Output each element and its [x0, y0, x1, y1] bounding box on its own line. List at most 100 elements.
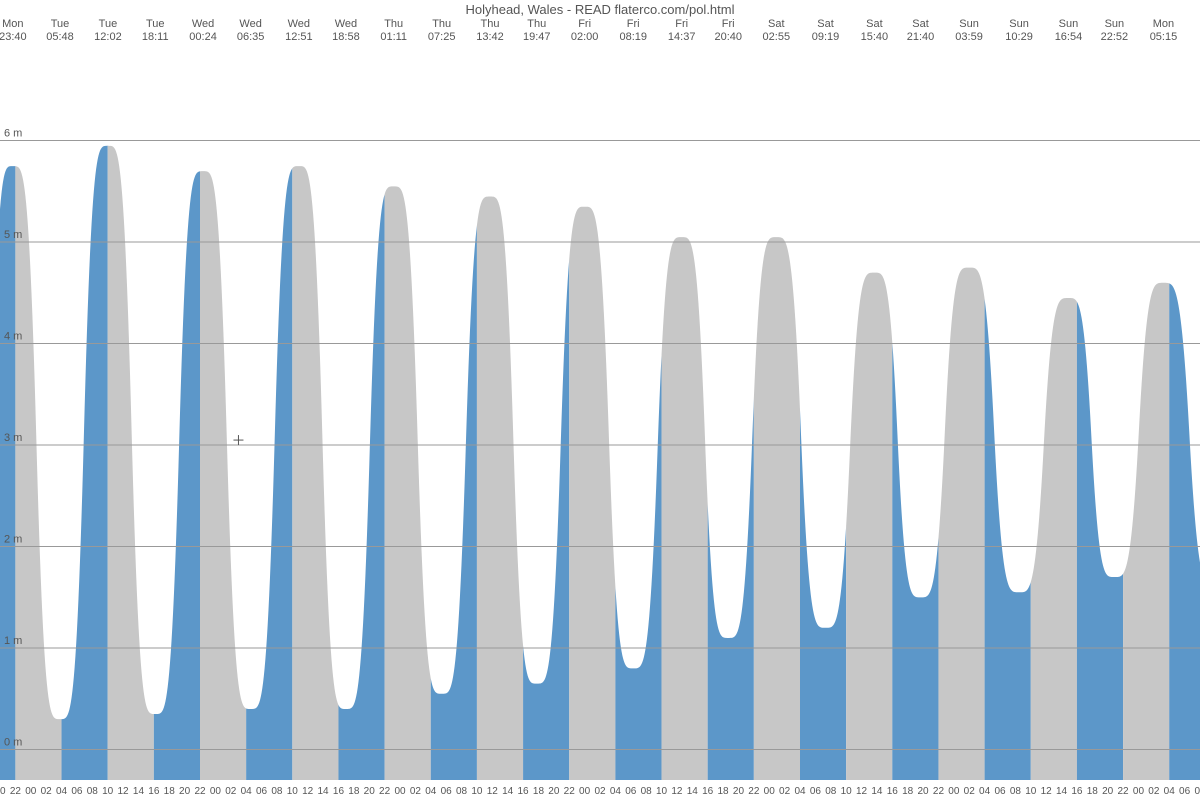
x-tick-label: 10: [287, 786, 299, 797]
tide-segment: [662, 237, 708, 780]
x-tick-label: 18: [533, 786, 545, 797]
x-tick-label: 02: [964, 786, 976, 797]
tide-segment: [985, 299, 1031, 780]
tide-segment: [523, 259, 569, 780]
tide-segment: [938, 268, 984, 780]
x-tick-label: 06: [994, 786, 1006, 797]
x-tick-label: 12: [302, 786, 314, 797]
x-tick-label: 18: [902, 786, 914, 797]
x-tick-label: 22: [933, 786, 945, 797]
x-tick-label: 10: [102, 786, 114, 797]
x-tick-label: 20: [918, 786, 930, 797]
x-tick-label: 06: [625, 786, 637, 797]
x-tick-label: 06: [1179, 786, 1191, 797]
x-tick-label: 04: [56, 786, 68, 797]
x-tick-label: 14: [1056, 786, 1068, 797]
x-tick-label: 22: [379, 786, 391, 797]
tide-segment: [431, 225, 477, 780]
y-tick-label: 3 m: [4, 432, 22, 444]
x-tick-label: 10: [1025, 786, 1037, 797]
tide-segment: [62, 146, 108, 780]
x-tick-label: 04: [794, 786, 806, 797]
tide-segment: [200, 171, 246, 780]
tide-segment: [246, 168, 292, 780]
x-tick-label: 22: [10, 786, 22, 797]
x-tick-label: 08: [1010, 786, 1022, 797]
tide-segment: [800, 410, 846, 780]
x-tick-label: 22: [564, 786, 576, 797]
tide-segment: [1077, 302, 1123, 780]
x-tick-label: 20: [733, 786, 745, 797]
plot-area: 0 m1 m2 m3 m4 m5 m6 m2022000204060810121…: [0, 0, 1200, 800]
x-tick-label: 18: [164, 786, 176, 797]
tide-chart: Holyhead, Wales - READ flaterco.com/pol.…: [0, 0, 1200, 800]
x-tick-label: 10: [656, 786, 668, 797]
x-tick-label: 20: [364, 786, 376, 797]
tide-segment: [154, 171, 200, 780]
tide-segment: [338, 194, 384, 780]
x-tick-label: 12: [856, 786, 868, 797]
x-tick-label: 00: [394, 786, 406, 797]
x-tick-label: 08: [641, 786, 653, 797]
tide-segment: [615, 355, 661, 780]
x-tick-label: 18: [718, 786, 730, 797]
x-tick-label: 12: [671, 786, 683, 797]
tide-segment: [292, 166, 338, 780]
x-tick-label: 08: [825, 786, 837, 797]
x-tick-label: 02: [779, 786, 791, 797]
x-tick-label: 00: [210, 786, 222, 797]
x-tick-label: 12: [1041, 786, 1053, 797]
x-tick-label: 00: [764, 786, 776, 797]
x-tick-label: 16: [148, 786, 160, 797]
x-tick-label: 18: [1087, 786, 1099, 797]
x-tick-label: 08: [271, 786, 283, 797]
x-tick-label: 04: [1164, 786, 1176, 797]
x-tick-label: 00: [948, 786, 960, 797]
y-tick-label: 2 m: [4, 534, 22, 546]
x-tick-label: 06: [441, 786, 453, 797]
x-tick-label: 08: [456, 786, 468, 797]
tide-segment: [1123, 283, 1169, 780]
x-tick-label: 20: [1102, 786, 1114, 797]
x-tick-label: 20: [548, 786, 560, 797]
tide-segment: [892, 343, 938, 780]
x-tick-label: 00: [579, 786, 591, 797]
tide-segment: [708, 398, 754, 780]
y-tick-label: 1 m: [4, 635, 22, 647]
x-tick-label: 14: [133, 786, 145, 797]
x-tick-label: 10: [841, 786, 853, 797]
x-tick-label: 22: [194, 786, 206, 797]
x-tick-label: 02: [41, 786, 53, 797]
y-tick-label: 5 m: [4, 229, 22, 241]
y-tick-label: 0 m: [4, 737, 22, 749]
x-tick-label: 14: [318, 786, 330, 797]
x-tick-label: 16: [1071, 786, 1083, 797]
x-tick-label: 22: [1118, 786, 1130, 797]
x-tick-label: 00: [25, 786, 37, 797]
y-tick-label: 4 m: [4, 331, 22, 343]
x-tick-label: 02: [225, 786, 237, 797]
tide-segment: [15, 166, 61, 780]
x-tick-label: 00: [1133, 786, 1145, 797]
tide-segment: [1031, 298, 1077, 780]
x-tick-label: 06: [256, 786, 268, 797]
x-tick-label: 14: [871, 786, 883, 797]
x-tick-label: 18: [348, 786, 360, 797]
tide-segment: [754, 237, 800, 780]
y-tick-label: 6 m: [4, 128, 22, 140]
x-tick-label: 06: [810, 786, 822, 797]
x-tick-label: 20: [0, 786, 6, 797]
x-tick-label: 02: [1148, 786, 1160, 797]
tide-segment: [477, 197, 523, 780]
cursor-cross: [233, 435, 243, 445]
x-tick-label: 16: [887, 786, 899, 797]
x-tick-label: 08: [87, 786, 99, 797]
x-tick-label: 16: [702, 786, 714, 797]
x-tick-label: 12: [487, 786, 499, 797]
x-tick-label: 22: [748, 786, 760, 797]
x-tick-label: 02: [410, 786, 422, 797]
x-tick-label: 12: [118, 786, 130, 797]
x-tick-label: 08: [1194, 786, 1200, 797]
x-tick-label: 04: [425, 786, 437, 797]
x-tick-label: 14: [502, 786, 514, 797]
